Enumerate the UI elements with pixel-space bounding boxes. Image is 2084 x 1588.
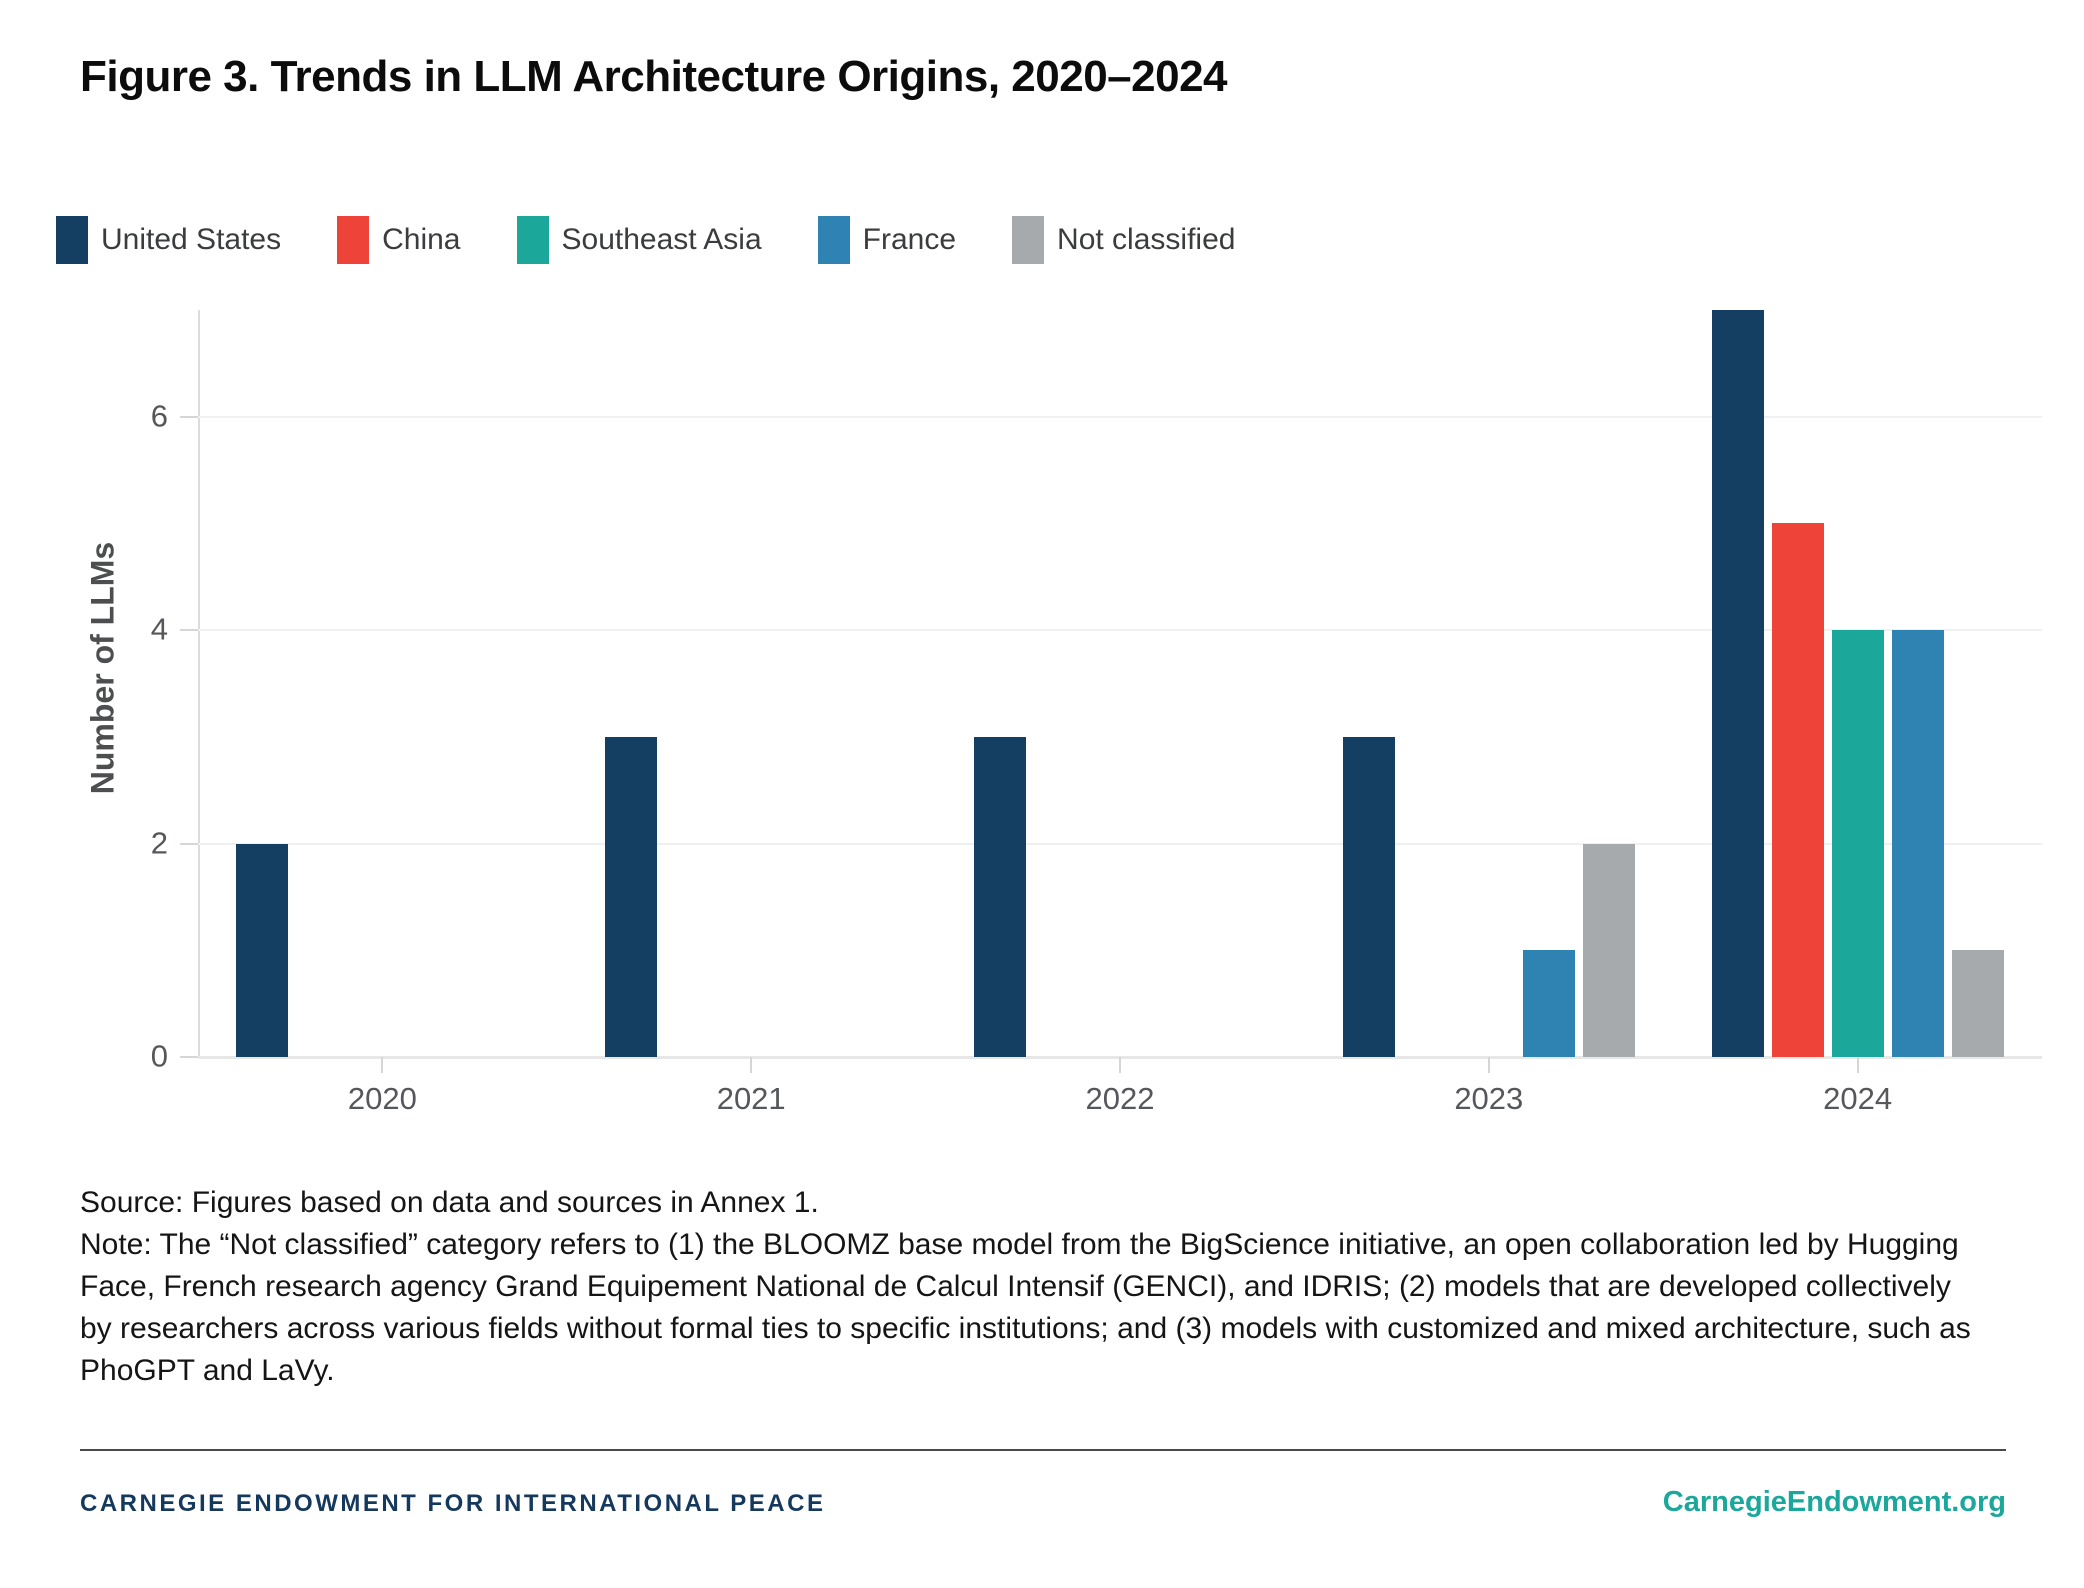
x-tick-mark: [1119, 1057, 1121, 1073]
y-axis-line: [198, 310, 200, 1057]
legend-label: Southeast Asia: [561, 223, 762, 256]
legend-swatch-france: [817, 216, 850, 264]
footer-divider: [80, 1449, 2006, 1451]
legend-label: Not classified: [1057, 223, 1236, 256]
legend-item-france: France: [817, 216, 957, 264]
y-tick-mark: [180, 843, 198, 845]
gridline-6: [198, 416, 2042, 418]
legend-item-china: China: [337, 216, 461, 264]
bar-southeast-asia-2024: [1832, 630, 1884, 1057]
legend-swatch-southeast-asia: [516, 216, 549, 264]
x-tick-label-2024: 2024: [1823, 1081, 1893, 1116]
bar-united-states-2022: [974, 737, 1026, 1057]
legend-swatch-united-states: [56, 216, 88, 264]
notes-block: Source: Figures based on data and source…: [80, 1182, 1985, 1392]
bar-group-2021: [605, 737, 897, 1057]
x-tick-mark: [381, 1057, 384, 1073]
legend-swatch-china: [337, 216, 370, 264]
bar-not-classified-2024: [1952, 950, 2004, 1057]
gridline-4: [198, 629, 2042, 631]
legend-item-united-states: United States: [56, 216, 281, 264]
source-note: Source: Figures based on data and source…: [80, 1186, 819, 1219]
x-tick-label-2021: 2021: [716, 1081, 786, 1116]
x-tick-mark: [1856, 1057, 1859, 1073]
x-tick-label-2023: 2023: [1454, 1081, 1524, 1116]
gridline-2: [198, 843, 2042, 845]
x-tick-label-2022: 2022: [1085, 1081, 1155, 1116]
footer-site-link[interactable]: CarnegieEndowment.org: [1662, 1486, 2006, 1518]
bar-united-states-2020: [236, 844, 288, 1057]
y-tick-label: 6: [150, 398, 168, 434]
bar-group-2022: [974, 737, 1266, 1057]
legend-swatch-not-classified: [1012, 216, 1045, 264]
chart-legend: United States China Southeast Asia France No…: [56, 216, 1235, 264]
classification-note: Note: The “Not classified” category refe…: [80, 1228, 1971, 1387]
bar-united-states-2023: [1343, 737, 1395, 1057]
legend-label: France: [862, 223, 957, 256]
legend-label: China: [382, 223, 461, 256]
y-tick-label: 4: [150, 611, 168, 647]
bar-china-2024: [1772, 523, 1824, 1057]
figure-title: Figure 3. Trends in LLM Architecture Ori…: [80, 52, 1228, 101]
bar-france-2024: [1892, 630, 1944, 1057]
legend-item-southeast-asia: Southeast Asia: [516, 216, 762, 264]
bar-group-2024: [1712, 310, 2004, 1057]
bar-group-2020: [236, 844, 528, 1057]
x-tick-mark: [750, 1057, 753, 1073]
y-tick-label: 2: [150, 825, 168, 861]
y-tick-mark: [180, 416, 198, 418]
bar-not-classified-2023: [1583, 844, 1635, 1057]
y-tick-mark: [180, 629, 198, 631]
bar-united-states-2021: [605, 737, 657, 1057]
plot-area: 0 2 4 6 2020 2021 2022 2023 2024: [151, 310, 2042, 1116]
bar-united-states-2024: [1712, 310, 1764, 1057]
legend-item-not-classified: Not classified: [1012, 216, 1235, 264]
footer-org-name: CARNEGIE ENDOWMENT FOR INTERNATIONAL PEA…: [80, 1490, 826, 1517]
x-tick-label-2020: 2020: [347, 1081, 417, 1116]
y-axis-label: Number of LLMs: [84, 541, 121, 795]
bar-group-2023: [1343, 737, 1635, 1057]
legend-label: United States: [101, 223, 282, 256]
y-tick-label: 0: [150, 1038, 168, 1074]
bar-france-2023: [1523, 950, 1575, 1057]
footer: CARNEGIE ENDOWMENT FOR INTERNATIONAL PEA…: [80, 1486, 2006, 1519]
x-tick-mark: [1487, 1057, 1490, 1073]
y-tick-mark: [180, 1056, 198, 1058]
